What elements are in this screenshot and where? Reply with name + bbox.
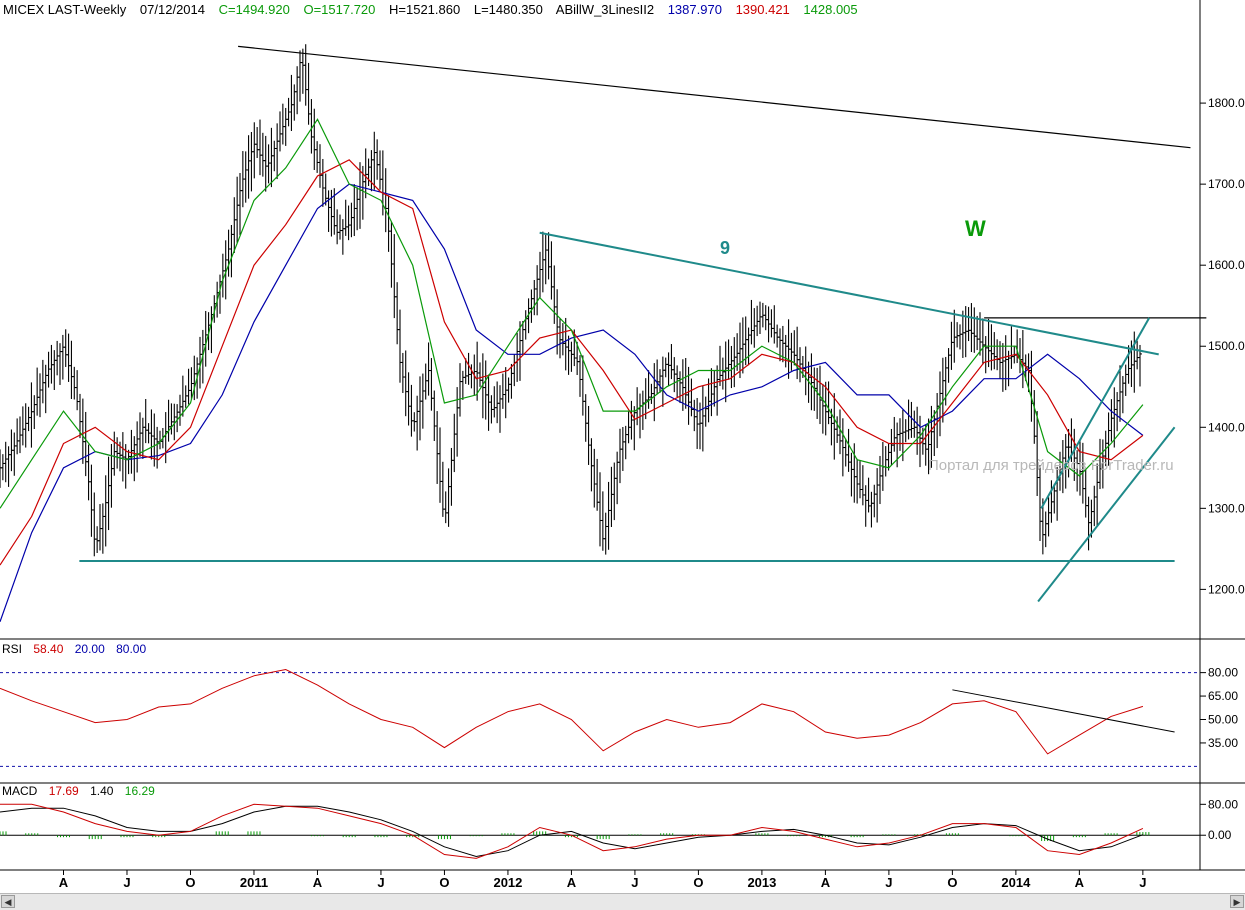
rsi-line <box>0 668 1144 755</box>
green-line-value: 1428.005 <box>803 2 858 17</box>
watermark: Портал для трейдеров ForTrader.ru <box>928 457 1174 474</box>
price-tick-label: 1500.0 <box>1208 339 1245 353</box>
time-tick-label: J <box>1139 875 1146 890</box>
scroll-right-icon[interactable]: ▶ <box>1230 895 1244 908</box>
scroll-left-icon[interactable]: ◀ <box>1 895 15 908</box>
horizontal-scrollbar[interactable]: ◀ ▶ <box>0 893 1245 910</box>
macd-hist-value: 16.29 <box>124 784 155 798</box>
axes-layer: 1200.0 1300.0 1400.0 1500.0 1600.0 1700.0 1800… <box>0 0 1245 890</box>
price-tick-label: 1400.0 <box>1208 420 1245 434</box>
time-tick-label: J <box>377 875 384 890</box>
time-tick-label: O <box>693 875 703 890</box>
price-panel[interactable] <box>0 44 1207 623</box>
rsi-value: 58.40 <box>33 642 64 656</box>
rsi-tick-label: 50.00 <box>1208 713 1238 727</box>
chart-title: MICEX LAST-Weekly <box>3 2 127 17</box>
rsi-panel[interactable] <box>0 668 1200 767</box>
time-tick-label: 2012 <box>493 875 522 890</box>
rsi-tick-label: 65.00 <box>1208 689 1238 703</box>
price-tick-label: 1800.0 <box>1208 96 1245 110</box>
macd-tick-label: 0.00 <box>1208 828 1232 842</box>
time-tick-label: A <box>313 875 323 890</box>
trendline-label: 9 <box>720 238 730 258</box>
time-tick-label: 2013 <box>747 875 776 890</box>
chart-date: 07/12/2014 <box>139 2 205 17</box>
macd-value: 17.69 <box>48 784 79 798</box>
wave-label: W <box>965 216 986 241</box>
time-tick-label: 2011 <box>240 875 268 890</box>
trendline-top-black <box>238 45 1191 149</box>
time-tick-label: A <box>59 875 69 890</box>
rsi-header: RSI 58.40 20.00 80.00 <box>2 642 154 656</box>
time-tick-label: O <box>947 875 957 890</box>
macd-header: MACD 17.69 1.40 16.29 <box>2 784 163 798</box>
time-tick-label: 2014 <box>1001 875 1031 890</box>
ma-green-line <box>0 118 1144 509</box>
chart-header: MICEX LAST-Weekly 07/12/2014 C=1494.920 … <box>3 2 868 17</box>
time-tick-label: O <box>185 875 195 890</box>
trendline-line-9 <box>539 231 1159 356</box>
time-tick-label: A <box>567 875 577 890</box>
ma-blue-line <box>0 183 1144 623</box>
time-tick-label: J <box>123 875 130 890</box>
macd-panel[interactable] <box>0 803 1200 859</box>
rsi-high-level: 80.00 <box>116 642 147 656</box>
time-tick-label: J <box>631 875 638 890</box>
rsi-tick-label: 35.00 <box>1208 736 1238 750</box>
price-tick-label: 1200.0 <box>1208 582 1245 596</box>
macd-line <box>0 803 1144 859</box>
time-tick-label: A <box>1075 875 1085 890</box>
price-tick-label: 1600.0 <box>1208 258 1245 272</box>
rsi-trendline <box>952 689 1175 733</box>
macd-tick-label: 80.00 <box>1208 797 1238 811</box>
macd-signal-line <box>0 805 1144 858</box>
time-tick-label: O <box>439 875 449 890</box>
rsi-tick-label: 80.00 <box>1208 666 1238 680</box>
macd-signal-value: 1.40 <box>90 784 114 798</box>
time-tick-label: A <box>821 875 831 890</box>
rsi-low-level: 20.00 <box>74 642 105 656</box>
low-value: L=1480.350 <box>473 2 543 17</box>
price-tick-label: 1700.0 <box>1208 177 1245 191</box>
price-tick-label: 1300.0 <box>1208 501 1245 515</box>
rsi-name: RSI <box>2 642 23 656</box>
close-value: C=1494.920 <box>218 2 290 17</box>
high-value: H=1521.860 <box>389 2 461 17</box>
macd-name: MACD <box>2 784 38 798</box>
trendline-channel-lower <box>1037 426 1176 603</box>
red-line-value: 1390.421 <box>735 2 790 17</box>
time-tick-label: J <box>885 875 892 890</box>
blue-line-value: 1387.970 <box>667 2 722 17</box>
trendline-channel-upper <box>1040 317 1151 509</box>
indicator-name: ABillW_3LinesII2 <box>555 2 655 17</box>
open-value: O=1517.720 <box>303 2 376 17</box>
